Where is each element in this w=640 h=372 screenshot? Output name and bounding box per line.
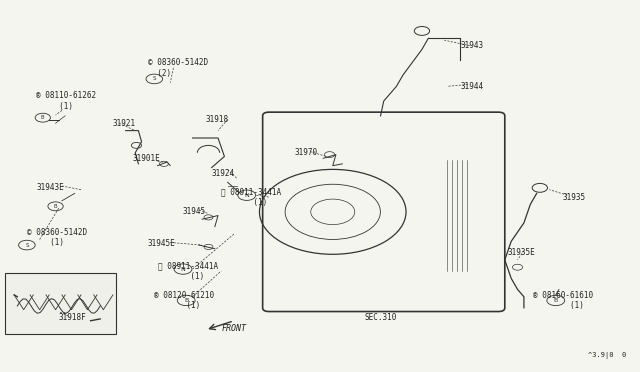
Text: 31945: 31945 — [183, 207, 206, 217]
Text: © 08360-5142D
  (2): © 08360-5142D (2) — [148, 58, 208, 77]
Text: FRONT: FRONT — [221, 324, 246, 333]
Text: S: S — [25, 243, 29, 248]
Text: B: B — [41, 115, 45, 120]
Text: B: B — [184, 298, 188, 303]
Text: SEC.310: SEC.310 — [365, 312, 397, 321]
Text: 31935E: 31935E — [508, 248, 536, 257]
Text: 31970: 31970 — [294, 148, 317, 157]
Text: N: N — [180, 267, 186, 272]
Text: ® 08110-61262
     (1): ® 08110-61262 (1) — [36, 92, 97, 111]
Text: ® 08160-61610
        (1): ® 08160-61610 (1) — [534, 291, 593, 310]
Text: N: N — [244, 193, 249, 198]
Text: B: B — [54, 204, 58, 209]
Text: 31943: 31943 — [460, 41, 483, 50]
Text: ^3.9|0  0: ^3.9|0 0 — [588, 352, 626, 359]
Text: 31944: 31944 — [460, 82, 483, 91]
Text: 31918: 31918 — [205, 115, 228, 124]
Text: 31924: 31924 — [212, 169, 235, 177]
Text: B: B — [554, 298, 558, 303]
Text: 31943E: 31943E — [36, 183, 64, 192]
Text: © 08360-5142D
     (1): © 08360-5142D (1) — [27, 228, 87, 247]
Text: 31945E: 31945E — [148, 239, 176, 248]
Text: ⓝ 08911-3441A
       (1): ⓝ 08911-3441A (1) — [157, 261, 218, 280]
Bar — [4, 273, 116, 334]
Text: ® 08120-61210
       (1): ® 08120-61210 (1) — [154, 291, 214, 310]
Text: 31918F: 31918F — [59, 312, 86, 321]
Text: 31935: 31935 — [562, 193, 585, 202]
Text: S: S — [152, 76, 156, 81]
Text: 31921: 31921 — [113, 119, 136, 128]
Text: ⓝ 08911-3441A
       (1): ⓝ 08911-3441A (1) — [221, 187, 282, 207]
Text: 31901E: 31901E — [132, 154, 160, 163]
